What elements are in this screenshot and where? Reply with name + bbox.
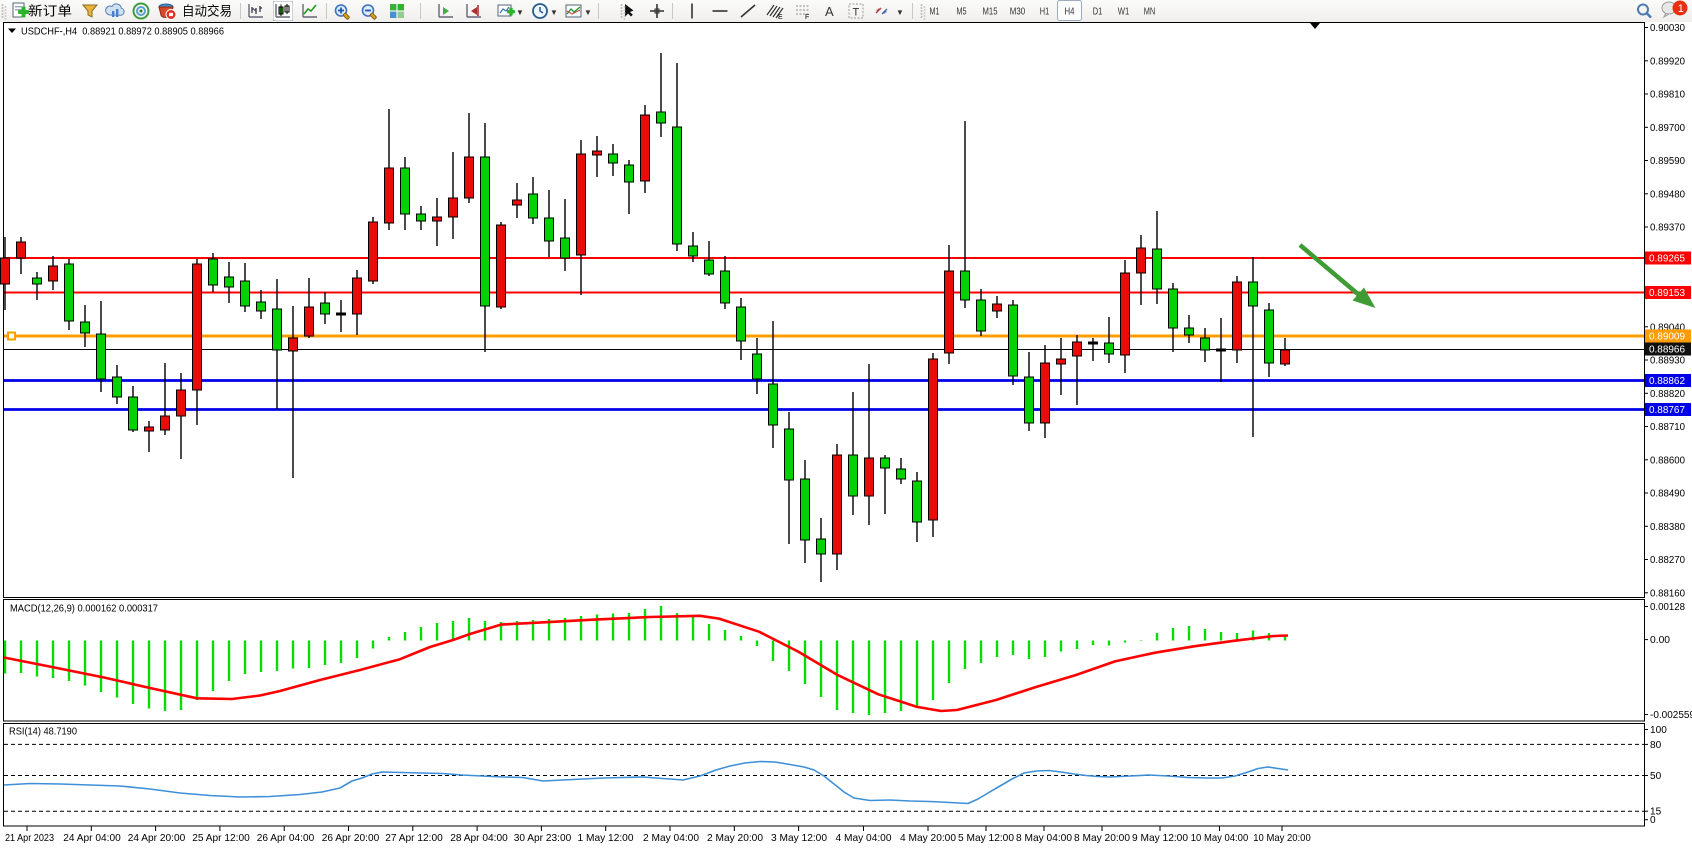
svg-text:H4: H4 [1065, 6, 1075, 18]
svg-text:26 Apr 20:00: 26 Apr 20:00 [322, 832, 380, 844]
svg-text:0.89153: 0.89153 [1649, 288, 1685, 299]
svg-text:0.89590: 0.89590 [1650, 156, 1685, 167]
svg-text:T: T [853, 7, 860, 19]
svg-text:4 May 04:00: 4 May 04:00 [836, 832, 892, 844]
svg-text:MN: MN [1144, 6, 1156, 18]
svg-text:15: 15 [1650, 807, 1662, 818]
svg-text:0.89040: 0.89040 [1650, 322, 1685, 333]
svg-text:50: 50 [1650, 771, 1662, 782]
svg-text:10 May 04:00: 10 May 04:00 [1191, 832, 1249, 844]
svg-text:A: A [825, 4, 834, 19]
svg-text:4 May 20:00: 4 May 20:00 [900, 832, 956, 844]
svg-text:E: E [778, 14, 783, 21]
svg-text:M1: M1 [930, 6, 940, 18]
svg-text:24 Apr 20:00: 24 Apr 20:00 [128, 832, 186, 844]
svg-text:0.89009: 0.89009 [1649, 332, 1685, 343]
svg-text:0.88930: 0.88930 [1650, 356, 1685, 367]
svg-text:0.89810: 0.89810 [1650, 90, 1685, 101]
svg-text:3 May 12:00: 3 May 12:00 [771, 832, 827, 844]
svg-text:0.88380: 0.88380 [1650, 522, 1685, 533]
svg-text:0.88600: 0.88600 [1650, 455, 1685, 466]
svg-text:W1: W1 [1118, 6, 1130, 18]
svg-text:10 May 20:00: 10 May 20:00 [1253, 832, 1311, 844]
svg-text:0.89920: 0.89920 [1650, 56, 1685, 67]
svg-text:F: F [805, 14, 809, 21]
svg-text:M5: M5 [957, 6, 967, 18]
svg-text:新订单: 新订单 [28, 4, 72, 19]
svg-text:80: 80 [1650, 740, 1662, 751]
svg-text:1 May 12:00: 1 May 12:00 [578, 832, 634, 844]
svg-text:0.88862: 0.88862 [1649, 376, 1685, 387]
svg-text:D1: D1 [1093, 6, 1103, 18]
svg-text:0.88710: 0.88710 [1650, 422, 1685, 433]
svg-text:H1: H1 [1040, 6, 1050, 18]
svg-text:0.89265: 0.89265 [1649, 254, 1685, 265]
svg-text:21 Apr 2023: 21 Apr 2023 [5, 832, 54, 844]
svg-text:0.89700: 0.89700 [1650, 123, 1685, 134]
svg-text:5 May 12:00: 5 May 12:00 [958, 832, 1014, 844]
svg-text:0: 0 [1650, 815, 1656, 826]
svg-text:RSI(14) 48.7190: RSI(14) 48.7190 [9, 726, 77, 738]
svg-text:M30: M30 [1010, 6, 1026, 18]
svg-text:0.89480: 0.89480 [1650, 189, 1685, 200]
svg-text:0.88820: 0.88820 [1650, 389, 1685, 400]
svg-text:30 Apr 23:00: 30 Apr 23:00 [514, 832, 572, 844]
svg-text:8 May 04:00: 8 May 04:00 [1016, 832, 1072, 844]
svg-text:2 May 20:00: 2 May 20:00 [707, 832, 763, 844]
svg-text:27 Apr 12:00: 27 Apr 12:00 [385, 832, 443, 844]
svg-text:0.89370: 0.89370 [1650, 223, 1685, 234]
svg-text:100: 100 [1650, 725, 1667, 736]
svg-text:0.88160: 0.88160 [1650, 588, 1685, 599]
svg-text:自动交易: 自动交易 [182, 4, 232, 19]
svg-text:0.00128: 0.00128 [1650, 602, 1685, 613]
svg-text:0.88490: 0.88490 [1650, 489, 1685, 500]
svg-text:9 May 12:00: 9 May 12:00 [1132, 832, 1188, 844]
svg-text:24 Apr 04:00: 24 Apr 04:00 [63, 832, 121, 844]
svg-text:0.88270: 0.88270 [1650, 555, 1685, 566]
svg-text:0.88767: 0.88767 [1649, 405, 1685, 416]
svg-text:0.00: 0.00 [1650, 635, 1670, 646]
svg-text:2 May 04:00: 2 May 04:00 [643, 832, 699, 844]
svg-text:0.88966: 0.88966 [1649, 345, 1685, 356]
svg-text:25 Apr 12:00: 25 Apr 12:00 [192, 832, 250, 844]
svg-text:26 Apr 04:00: 26 Apr 04:00 [257, 832, 315, 844]
svg-text:0.90030: 0.90030 [1650, 23, 1685, 34]
svg-text:MACD(12,26,9) 0.000162 0.00031: MACD(12,26,9) 0.000162 0.000317 [10, 603, 158, 615]
svg-text:-0.002559: -0.002559 [1650, 710, 1692, 721]
svg-text:M15: M15 [983, 6, 998, 18]
svg-text:28 Apr 04:00: 28 Apr 04:00 [450, 832, 508, 844]
svg-text:USDCHF-,H4 0.88921 0.88972 0.: USDCHF-,H4 0.88921 0.88972 0.88905 0.889… [21, 26, 224, 38]
svg-text:1: 1 [1678, 3, 1684, 15]
svg-text:8 May 20:00: 8 May 20:00 [1074, 832, 1130, 844]
